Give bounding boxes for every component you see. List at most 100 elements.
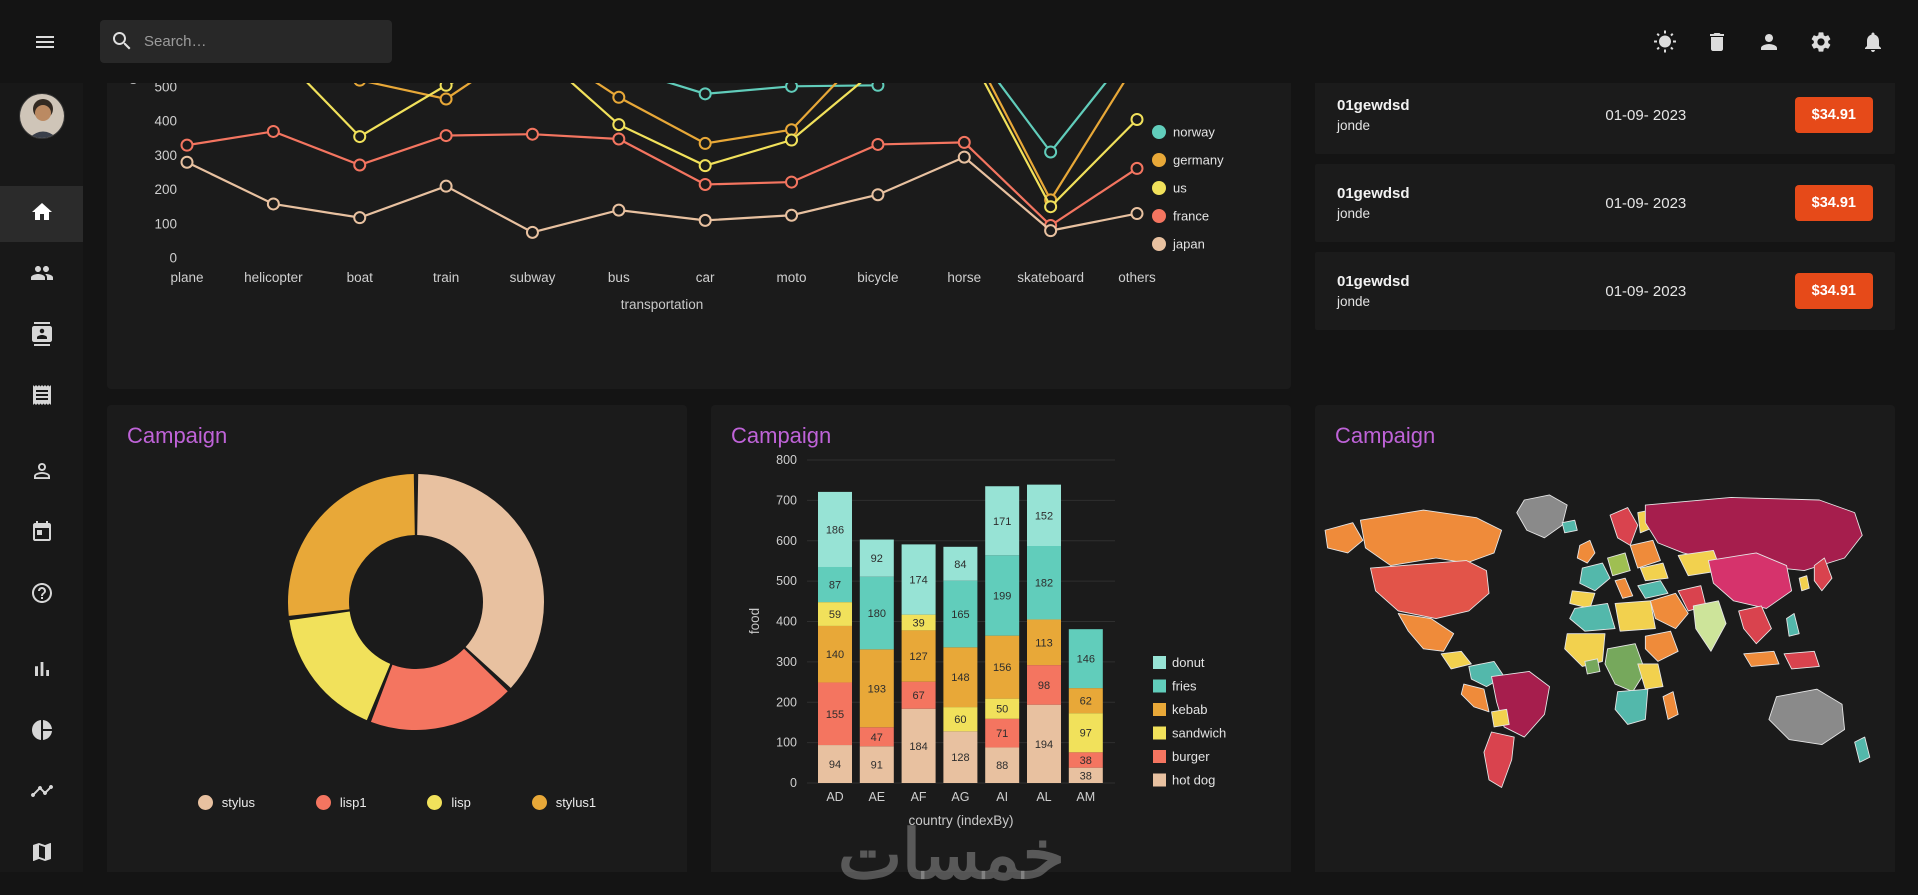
sidebar-item-line-chart[interactable] bbox=[0, 765, 83, 821]
sidebar-item-calendar[interactable] bbox=[0, 506, 83, 562]
svg-text:horse: horse bbox=[947, 270, 981, 285]
sidebar-item-invoices[interactable] bbox=[0, 369, 83, 425]
svg-text:71: 71 bbox=[996, 728, 1008, 740]
svg-text:180: 180 bbox=[868, 608, 886, 620]
map-region-sea-indochina bbox=[1739, 606, 1772, 644]
legend-label: lisp bbox=[451, 795, 471, 810]
svg-text:193: 193 bbox=[868, 683, 886, 695]
legend-swatch bbox=[427, 795, 442, 810]
user-avatar[interactable] bbox=[19, 93, 65, 139]
map-region-argentina bbox=[1484, 732, 1514, 787]
svg-text:bicycle: bicycle bbox=[857, 270, 898, 285]
avatar-photo bbox=[20, 94, 65, 139]
svg-text:174: 174 bbox=[909, 575, 927, 587]
sidebar-item-dashboard[interactable] bbox=[0, 186, 83, 242]
legend-item-stylus: stylus bbox=[198, 795, 255, 810]
svg-text:germany: germany bbox=[1173, 153, 1224, 168]
search-icon[interactable] bbox=[110, 29, 134, 53]
svg-text:500: 500 bbox=[154, 83, 177, 95]
map-region-brazil bbox=[1492, 671, 1550, 737]
svg-text:AG: AG bbox=[951, 790, 969, 804]
delete-icon[interactable] bbox=[1700, 25, 1734, 59]
sidebar-items bbox=[0, 186, 83, 882]
svg-text:plane: plane bbox=[170, 270, 203, 285]
sidebar-item-manage-team[interactable] bbox=[0, 247, 83, 303]
map-icon bbox=[30, 840, 54, 869]
light-mode-icon[interactable] bbox=[1648, 25, 1682, 59]
topbar-actions bbox=[1648, 25, 1890, 59]
svg-text:food: food bbox=[747, 608, 762, 634]
transportation-line-chart-card: 0100200300400500600planehelicopterboattr… bbox=[107, 83, 1291, 389]
svg-text:300: 300 bbox=[154, 148, 177, 163]
transaction-info: 01gewdsd jonde bbox=[1337, 273, 1497, 309]
transaction-amount-button[interactable]: $34.91 bbox=[1795, 273, 1873, 309]
svg-text:800: 800 bbox=[776, 453, 797, 467]
search-bar bbox=[100, 20, 392, 63]
transaction-id: 01gewdsd bbox=[1337, 273, 1497, 290]
person-icon bbox=[30, 459, 54, 488]
svg-text:transportation: transportation bbox=[621, 297, 704, 312]
svg-text:100: 100 bbox=[154, 216, 177, 231]
transaction-amount-button[interactable]: $34.91 bbox=[1795, 185, 1873, 221]
map-region-horn bbox=[1645, 631, 1678, 661]
svg-text:47: 47 bbox=[871, 732, 883, 744]
sidebar-item-contacts[interactable] bbox=[0, 308, 83, 364]
transaction-user: jonde bbox=[1337, 206, 1497, 221]
map-region-new-zealand bbox=[1855, 737, 1870, 762]
transaction-user: jonde bbox=[1337, 294, 1497, 309]
donut-slice-stylus bbox=[417, 474, 544, 688]
scrolled-content: 0100200300400500600planehelicopterboattr… bbox=[83, 83, 1918, 872]
map-region-madagascar bbox=[1663, 692, 1678, 720]
svg-text:400: 400 bbox=[776, 615, 797, 629]
map-region-mexico bbox=[1398, 613, 1453, 651]
sidebar-item-profile-form[interactable] bbox=[0, 445, 83, 501]
legend-swatch bbox=[316, 795, 331, 810]
svg-text:92: 92 bbox=[871, 553, 883, 565]
contacts-icon bbox=[30, 322, 54, 351]
topbar-left bbox=[28, 20, 392, 63]
svg-text:184: 184 bbox=[909, 741, 927, 753]
main-content: 0100200300400500600planehelicopterboattr… bbox=[83, 83, 1918, 872]
menu-icon[interactable] bbox=[28, 25, 62, 59]
search-input[interactable] bbox=[100, 20, 392, 63]
transaction-amount-button[interactable]: $34.91 bbox=[1795, 97, 1873, 133]
map-region-turkey bbox=[1638, 581, 1668, 599]
svg-text:AM: AM bbox=[1076, 790, 1095, 804]
svg-text:50: 50 bbox=[996, 704, 1008, 716]
svg-text:155: 155 bbox=[826, 709, 844, 721]
sidebar-item-bar-chart[interactable] bbox=[0, 643, 83, 699]
home-icon bbox=[30, 200, 54, 229]
svg-text:200: 200 bbox=[154, 182, 177, 197]
people-icon bbox=[30, 261, 54, 290]
svg-text:0: 0 bbox=[790, 776, 797, 790]
sidebar-item-pie-chart[interactable] bbox=[0, 704, 83, 760]
settings-icon[interactable] bbox=[1804, 25, 1838, 59]
transaction-id: 01gewdsd bbox=[1337, 97, 1497, 114]
notifications-icon[interactable] bbox=[1856, 25, 1890, 59]
profile-icon[interactable] bbox=[1752, 25, 1786, 59]
card-title: Campaign bbox=[127, 423, 227, 449]
legend-label: lisp1 bbox=[340, 795, 367, 810]
sidebar-item-faq[interactable] bbox=[0, 567, 83, 623]
donut-slice-stylus1 bbox=[288, 474, 415, 616]
map-region-iceland bbox=[1562, 520, 1577, 533]
bar-icon bbox=[30, 657, 54, 686]
transaction-date: 01-09- 2023 bbox=[1497, 283, 1795, 300]
donut-slice-lisp bbox=[289, 612, 390, 721]
card-title: Campaign bbox=[731, 423, 831, 449]
transaction-user: jonde bbox=[1337, 118, 1497, 133]
svg-text:38: 38 bbox=[1080, 770, 1092, 782]
svg-text:60: 60 bbox=[954, 714, 966, 726]
calendar-icon bbox=[30, 520, 54, 549]
svg-text:152: 152 bbox=[1035, 510, 1053, 522]
map-region-india bbox=[1693, 601, 1726, 651]
svg-text:113: 113 bbox=[1035, 637, 1053, 649]
svg-text:train: train bbox=[433, 270, 459, 285]
svg-text:67: 67 bbox=[912, 690, 924, 702]
svg-text:norway: norway bbox=[1173, 125, 1215, 140]
pie-icon bbox=[30, 718, 54, 747]
svg-text:186: 186 bbox=[826, 524, 844, 536]
